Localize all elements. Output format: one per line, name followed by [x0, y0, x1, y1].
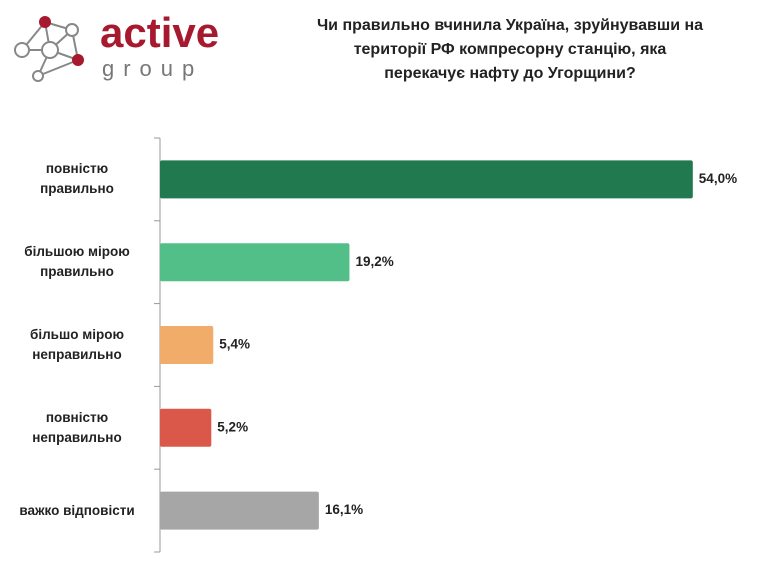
category-label: повністю правильно	[40, 161, 114, 197]
category-label: більшо мірою неправильно	[30, 327, 124, 362]
bar	[160, 408, 212, 447]
bar	[160, 243, 350, 282]
bar	[160, 160, 693, 199]
category-label: важко відповісти	[19, 502, 135, 518]
logo-icon	[14, 16, 84, 82]
value-label: 5,2%	[217, 419, 248, 434]
logo-name: active	[100, 9, 219, 56]
bar	[160, 326, 214, 364]
value-label: 5,4%	[219, 337, 250, 352]
chart-title: Чи правильно вчинила Україна, зруйнувавш…	[316, 17, 704, 82]
bar	[160, 491, 319, 530]
value-label: 54,0%	[699, 171, 737, 186]
value-label: 19,2%	[355, 254, 393, 269]
value-label: 16,1%	[325, 502, 363, 517]
logo-subname: group	[102, 56, 203, 81]
category-label: більшою мірою правильно	[24, 244, 130, 280]
category-label: повністю неправильно	[32, 409, 122, 445]
